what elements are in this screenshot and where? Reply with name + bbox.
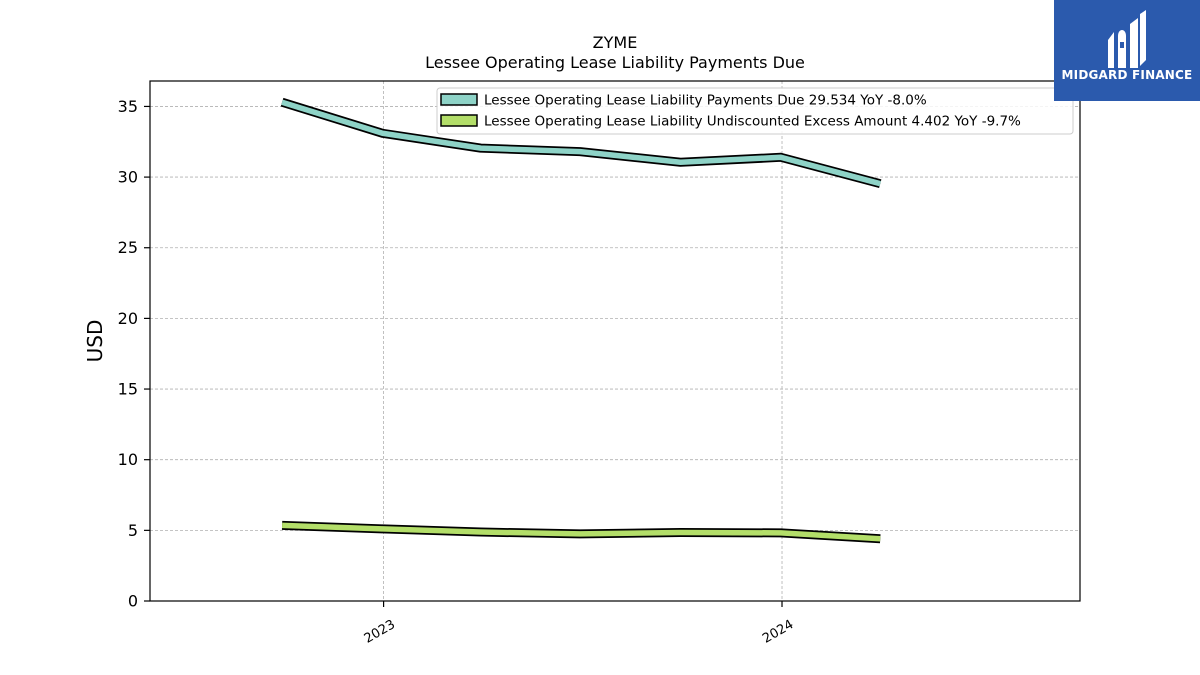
legend-swatch-undiscounted-excess <box>440 114 478 127</box>
x-tick-label: 2023 <box>362 617 398 647</box>
legend: Lessee Operating Lease Liability Payment… <box>436 87 1074 135</box>
chart-title: ZYME <box>593 33 638 52</box>
y-tick-label: 15 <box>118 380 138 399</box>
y-tick-label: 30 <box>118 168 138 187</box>
y-tick-label: 20 <box>118 309 138 328</box>
y-tick-label: 0 <box>128 592 138 611</box>
plot-frame <box>149 80 1081 602</box>
series-lines <box>280 97 882 544</box>
y-axis-label: USD <box>83 320 107 363</box>
legend-swatch-payments-due <box>440 93 478 106</box>
y-axis: 0 5 10 15 20 25 30 35 <box>118 97 150 611</box>
brand-name: MIDGARD FINANCE <box>1061 68 1193 82</box>
y-tick-label: 10 <box>118 450 138 469</box>
y-tick-label: 25 <box>118 238 138 257</box>
brand-logo: MIDGARD FINANCE <box>1054 0 1200 101</box>
legend-box <box>436 87 1074 135</box>
logo-mark-icon <box>1108 10 1146 68</box>
chart-subtitle: Lessee Operating Lease Liability Payment… <box>425 53 805 72</box>
legend-label-payments-due: Lessee Operating Lease Liability Payment… <box>484 93 927 109</box>
y-tick-label: 5 <box>128 521 138 540</box>
legend-label-undiscounted-excess: Lessee Operating Lease Liability Undisco… <box>484 114 1021 130</box>
x-tick-label: 2024 <box>760 617 796 647</box>
y-tick-label: 35 <box>118 97 138 116</box>
x-axis: 2023 2024 <box>362 601 796 647</box>
